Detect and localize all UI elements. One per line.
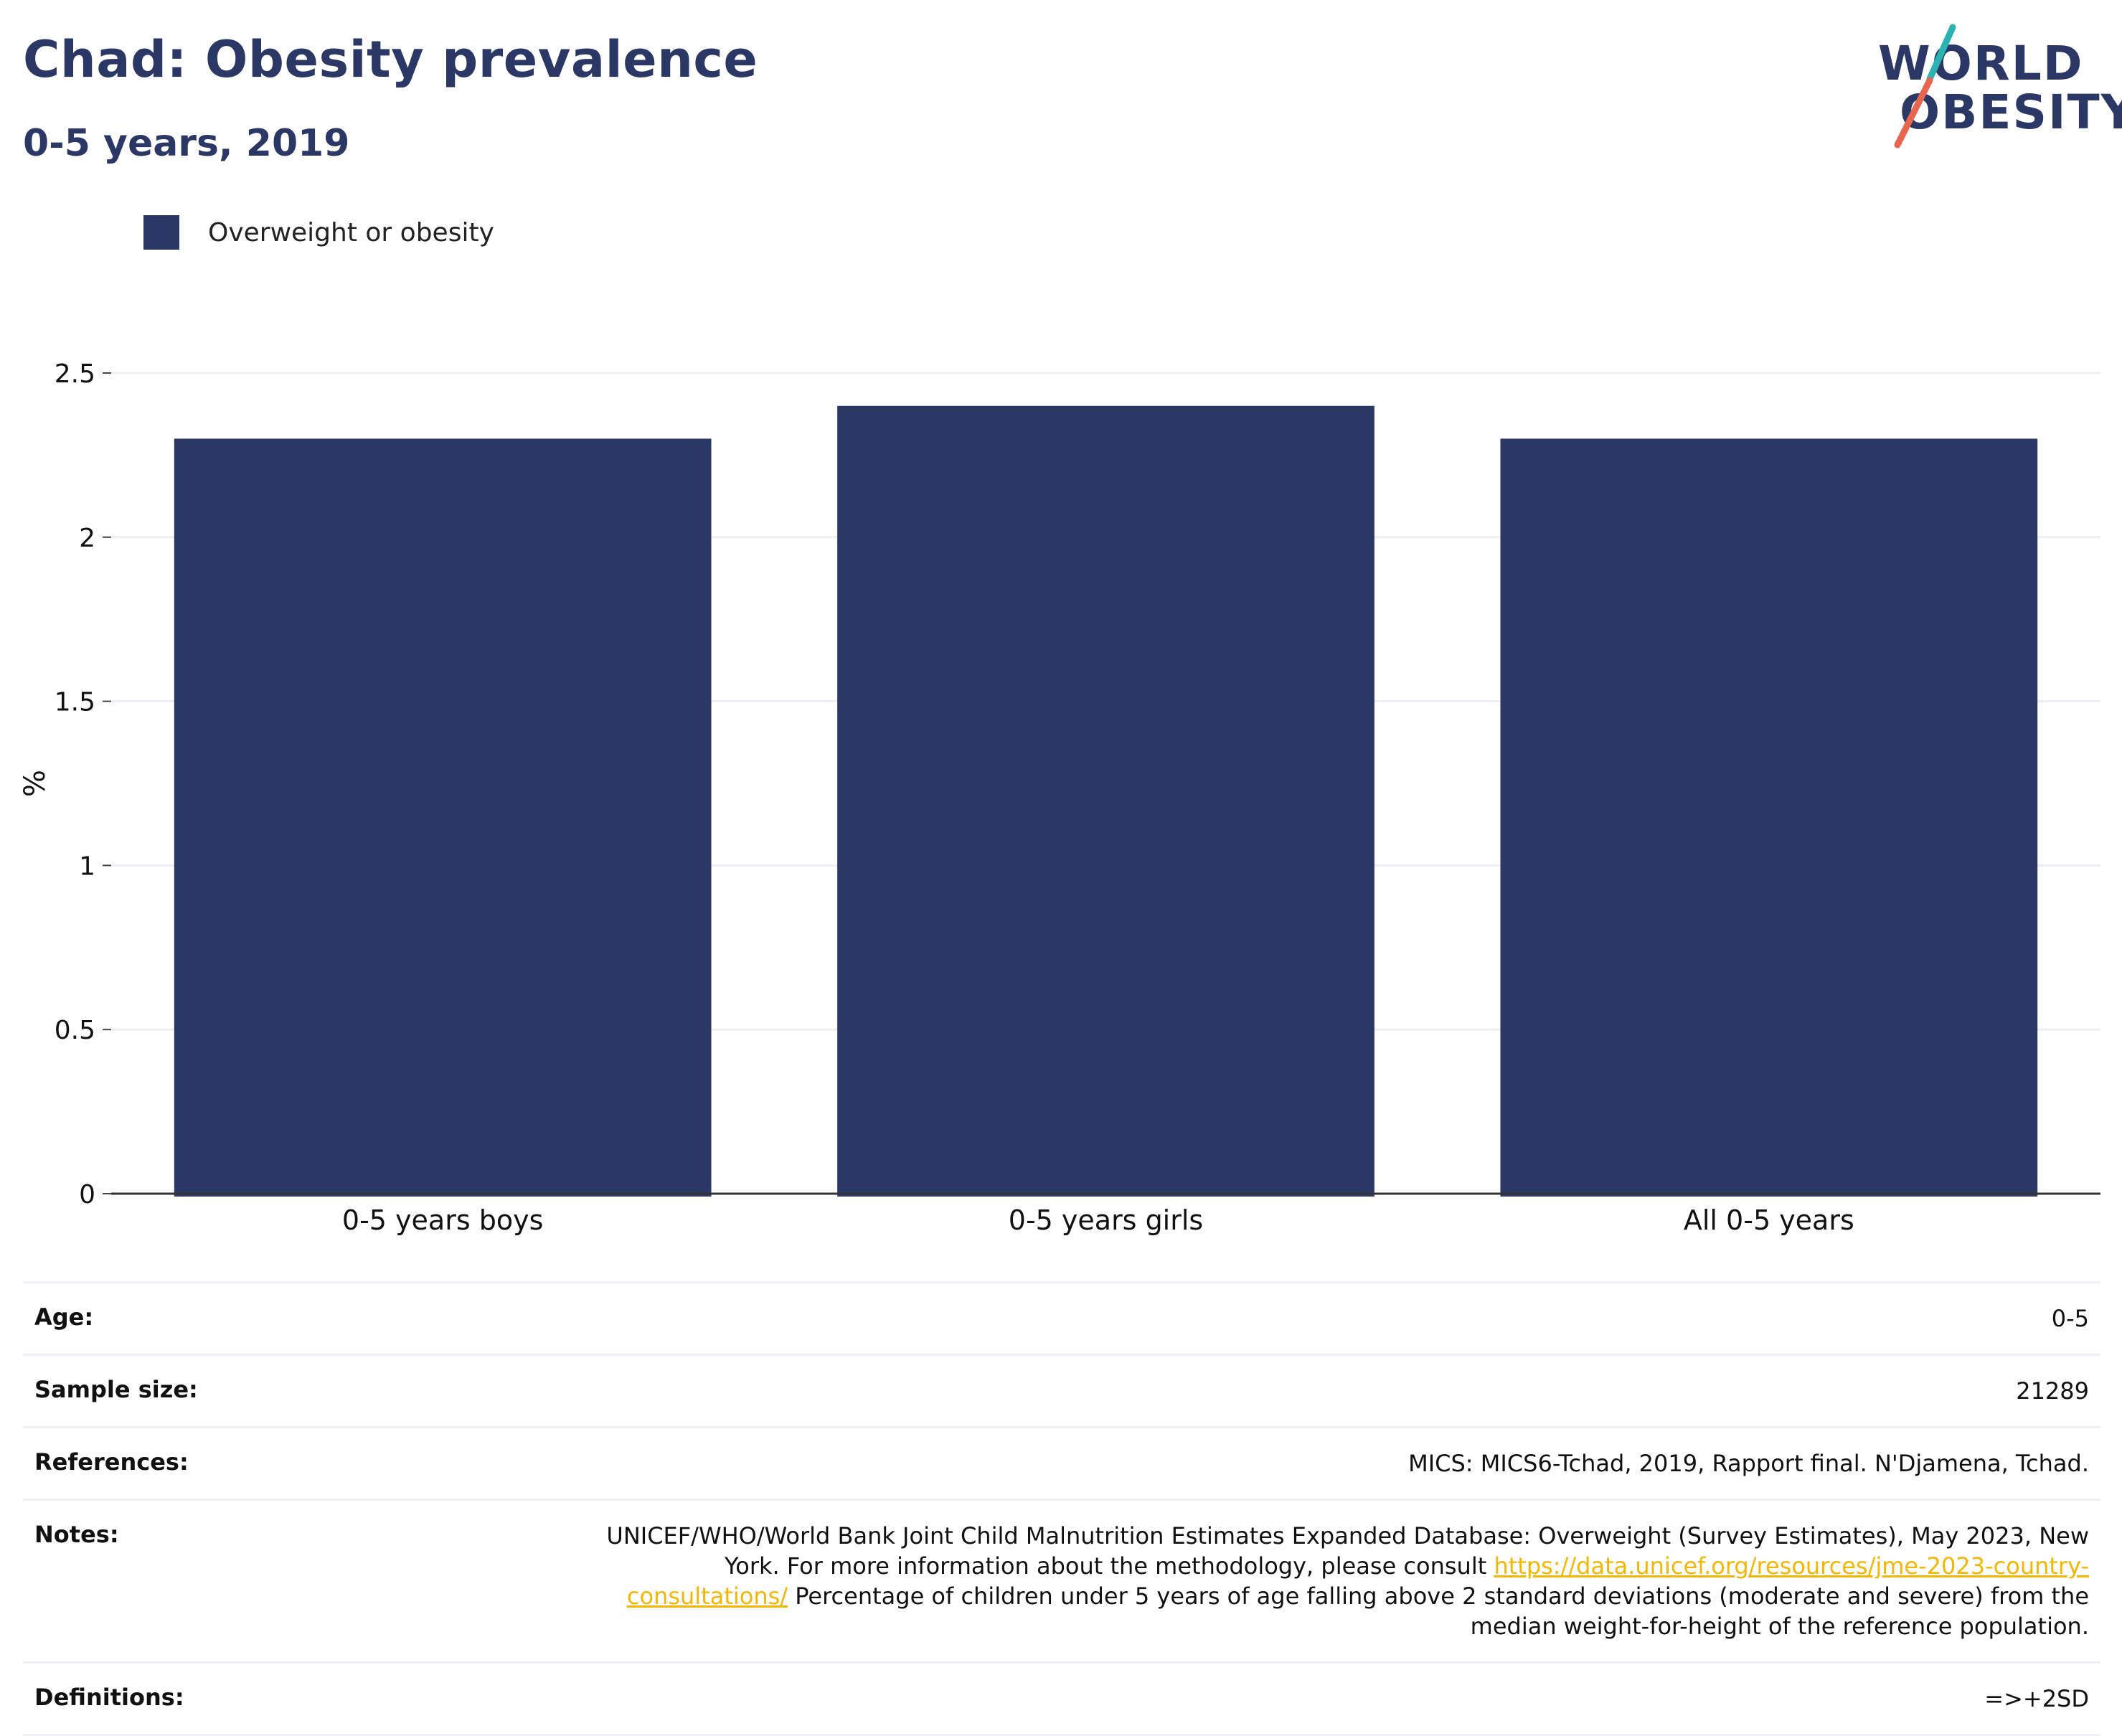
y-axis-label: % [19,770,52,797]
notes-text-before: UNICEF/WHO/World Bank Joint Child Malnut… [606,1522,2089,1580]
logo-word-world: WORLD [1878,36,2084,91]
info-row-definitions: Definitions: =>+2SD [23,1661,2100,1736]
info-value-references: MICS: MICS6-Tchad, 2019, Rapport final. … [1408,1450,2089,1477]
info-key-notes: Notes: [34,1521,119,1548]
logo-word-obesity: OBESITY [1900,85,2122,140]
info-key-age: Age: [34,1303,94,1331]
notes-text-after: Percentage of children under 5 years of … [788,1582,2089,1640]
y-tick-label: 1.5 [55,688,95,717]
logo-slash-icon [1894,24,1956,148]
bar[interactable] [174,438,712,1197]
legend-swatch [143,215,179,250]
x-tick-label: All 0-5 years [1684,1204,1854,1236]
bar-chart: 0 0.5 1 1.5 2 2.5 0-5 years boys 0-5 years gir… [19,359,2100,1236]
y-tick-label: 2 [79,524,95,553]
legend-label: Overweight or obesity [208,217,494,247]
y-tick-label: 0 [79,1180,95,1209]
info-row-sample-size: Sample size: 21289 [23,1354,2100,1426]
info-table: Age: 0-5 Sample size: 21289 References: … [23,1281,2100,1736]
info-value-notes: UNICEF/WHO/World Bank Joint Child Malnut… [597,1521,2089,1641]
info-row-references: References: MICS: MICS6-Tchad, 2019, Rap… [23,1426,2100,1499]
info-value-definitions: =>+2SD [1984,1685,2089,1712]
legend[interactable]: Overweight or obesity [143,215,494,250]
x-tick-label: 0-5 years boys [342,1204,543,1236]
bar[interactable] [1500,438,2038,1197]
info-row-age: Age: 0-5 [23,1281,2100,1354]
chart-title: Chad: Obesity prevalence [23,30,758,89]
info-value-sample-size: 21289 [2016,1377,2089,1405]
y-tick-label: 0.5 [55,1016,95,1045]
info-key-definitions: Definitions: [34,1684,184,1711]
bar[interactable] [837,405,1374,1197]
x-tick-label: 0-5 years girls [1009,1204,1203,1236]
y-tick-label: 1 [79,852,95,881]
world-obesity-logo[interactable]: WORLD OBESITY [1858,22,2122,151]
chart-subtitle: 0-5 years, 2019 [23,122,350,165]
methodology-link[interactable]: https://data.unicef.org/resources/jme-20… [626,1552,2089,1610]
info-key-sample-size: Sample size: [34,1376,198,1403]
info-row-notes: Notes: UNICEF/WHO/World Bank Joint Child… [23,1499,2100,1661]
info-key-references: References: [34,1448,189,1476]
y-tick-label: 2.5 [55,359,95,389]
info-value-age: 0-5 [2051,1305,2089,1332]
